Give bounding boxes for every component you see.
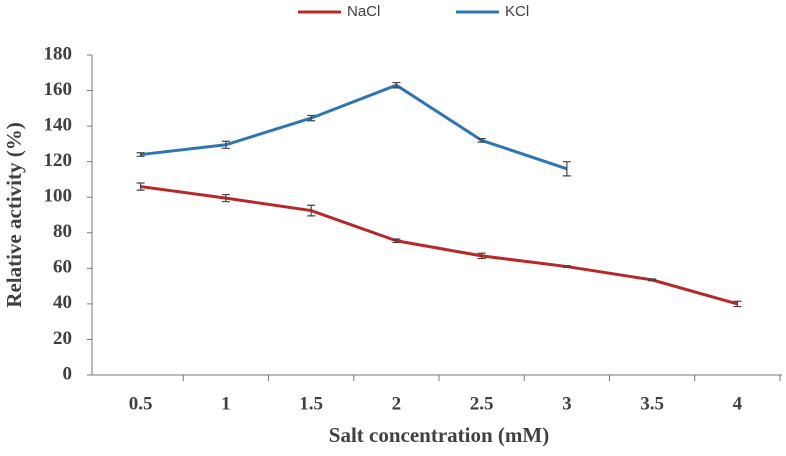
legend-label: KCl [505, 3, 529, 20]
error-bar [477, 252, 486, 260]
error-bar [733, 300, 742, 308]
x-tick-label: 1 [221, 393, 231, 414]
series-line [140, 83, 568, 171]
error-bar [562, 161, 571, 177]
x-tick-label: 4 [733, 393, 743, 414]
error-bar [648, 278, 657, 282]
x-tick-label: 1.5 [299, 393, 323, 414]
x-axis-title: Salt concentration (mM) [329, 423, 549, 447]
error-bar [477, 137, 486, 143]
y-tick-label: 40 [53, 292, 72, 313]
y-tick-label: 140 [44, 114, 73, 135]
error-bar [562, 265, 571, 269]
error-bar [221, 193, 230, 203]
series-line [140, 185, 738, 306]
legend-label: NaCl [347, 3, 380, 20]
error-bar [392, 238, 401, 244]
y-tick-label: 60 [53, 257, 72, 278]
y-tick-label: 0 [63, 363, 73, 384]
y-tick-label: 100 [44, 186, 73, 207]
y-tick-label: 80 [53, 221, 72, 242]
y-tick-label: 180 [44, 43, 73, 64]
error-bar [307, 204, 316, 217]
error-bar [221, 140, 230, 149]
error-bar [136, 152, 145, 157]
y-tick-label: 20 [53, 328, 72, 349]
x-tick-label: 3 [562, 393, 572, 414]
x-tick-label: 0.5 [129, 393, 153, 414]
y-tick-label: 160 [44, 79, 73, 100]
x-tick-label: 2 [392, 393, 402, 414]
x-tick-label: 3.5 [640, 393, 664, 414]
y-axis-title: Relative activity (%) [2, 122, 26, 307]
y-tick-label: 120 [44, 150, 73, 171]
error-bar [307, 114, 316, 122]
error-bar [392, 81, 401, 89]
x-tick-label: 2.5 [470, 393, 494, 414]
error-bar [136, 182, 145, 191]
